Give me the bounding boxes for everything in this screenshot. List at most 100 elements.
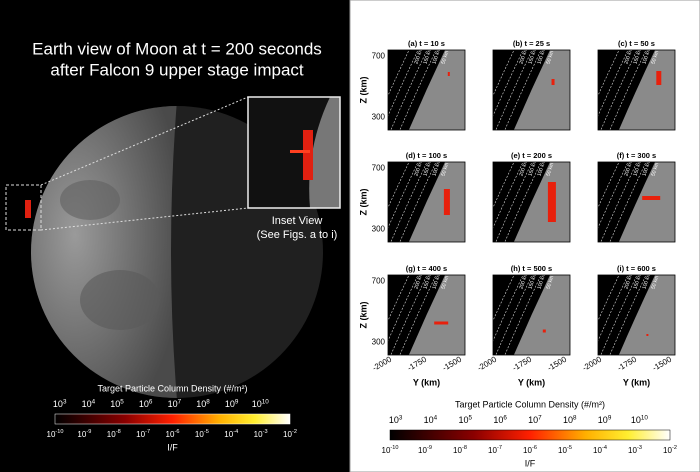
contour-label: 200 km bbox=[518, 160, 529, 177]
z-tick-label: 300 bbox=[372, 224, 386, 233]
contour-label: 100 km bbox=[536, 160, 547, 177]
contour-label: 150 km bbox=[422, 273, 433, 290]
inset-connector bbox=[40, 96, 249, 186]
power-base: 10 bbox=[195, 430, 204, 439]
power-base: 10 bbox=[528, 415, 538, 425]
altitude-contour bbox=[598, 50, 629, 117]
bottom-tick-label: 10-7 bbox=[136, 429, 150, 439]
power-base: 10 bbox=[82, 399, 92, 409]
contour-label: 200 km bbox=[623, 160, 634, 177]
panel-label: (h) t = 500 s bbox=[511, 264, 552, 273]
contour-label: 50 km bbox=[545, 50, 555, 65]
power-base: 10 bbox=[628, 446, 637, 455]
bottom-tick-label: 10-5 bbox=[558, 445, 572, 455]
panel-frame bbox=[387, 274, 466, 356]
altitude-contour bbox=[495, 50, 533, 130]
power-exponent: 4 bbox=[434, 414, 438, 421]
inset-label: Inset View bbox=[272, 215, 323, 227]
z-tick-label: 300 bbox=[372, 112, 386, 121]
contour-label: 100 km bbox=[431, 273, 442, 290]
panel-label: (d) t = 100 s bbox=[406, 151, 447, 160]
power-base: 10 bbox=[382, 446, 391, 455]
power-base: 10 bbox=[488, 446, 497, 455]
power-base: 10 bbox=[107, 430, 116, 439]
altitude-contour bbox=[609, 162, 647, 242]
power-exponent: -2 bbox=[672, 445, 677, 451]
power-exponent: -7 bbox=[497, 445, 502, 451]
contour-label: 50 km bbox=[650, 162, 660, 177]
panel-frame bbox=[492, 49, 571, 131]
panel-frame bbox=[492, 161, 571, 243]
bottom-tick-label: 10-8 bbox=[107, 429, 121, 439]
altitude-contour bbox=[598, 162, 620, 209]
contour-label: 150 km bbox=[422, 160, 433, 177]
power-base: 10 bbox=[136, 430, 145, 439]
altitude-contour bbox=[493, 50, 515, 97]
z-axis-label: Z (km) bbox=[358, 188, 368, 215]
plume bbox=[434, 321, 449, 325]
power-base: 10 bbox=[283, 430, 292, 439]
plume bbox=[443, 189, 450, 215]
y-axis-label: Y (km) bbox=[413, 377, 440, 387]
altitude-contour bbox=[609, 275, 647, 355]
bottom-tick-label: 10-8 bbox=[453, 445, 467, 455]
top-tick-label: 109 bbox=[598, 414, 612, 425]
contour-label: 150 km bbox=[527, 160, 538, 177]
power-base: 10 bbox=[493, 415, 503, 425]
contour-label: 150 km bbox=[422, 48, 433, 65]
altitude-contour bbox=[495, 275, 533, 355]
power-base: 10 bbox=[77, 430, 86, 439]
power-base: 10 bbox=[166, 430, 175, 439]
top-tick-label: 1010 bbox=[631, 414, 649, 425]
power-exponent: -5 bbox=[567, 445, 572, 451]
y-axis-label: Y (km) bbox=[518, 377, 545, 387]
contour-label: 200 km bbox=[413, 160, 424, 177]
altitude-contour bbox=[493, 50, 524, 117]
power-exponent: 4 bbox=[92, 398, 96, 405]
panel-image bbox=[598, 275, 675, 355]
power-exponent: 9 bbox=[608, 414, 612, 421]
power-exponent: -7 bbox=[145, 429, 150, 435]
power-base: 10 bbox=[593, 446, 602, 455]
altitude-contour bbox=[388, 162, 410, 209]
top-tick-label: 103 bbox=[389, 414, 403, 425]
moon-surface bbox=[618, 50, 675, 130]
power-exponent: -10 bbox=[390, 445, 398, 451]
inset bbox=[247, 96, 341, 209]
power-base: 10 bbox=[523, 446, 532, 455]
power-base: 10 bbox=[168, 399, 178, 409]
contour-label: 200 km bbox=[623, 273, 634, 290]
power-exponent: 9 bbox=[235, 398, 239, 405]
power-exponent: -5 bbox=[204, 429, 209, 435]
moon-surface bbox=[618, 162, 675, 242]
altitude-contour bbox=[388, 50, 419, 117]
power-exponent: 7 bbox=[178, 398, 182, 405]
z-tick-label: 700 bbox=[372, 277, 386, 286]
power-exponent: -8 bbox=[462, 445, 467, 451]
power-exponent: -3 bbox=[637, 445, 642, 451]
z-axis-label: Z (km) bbox=[358, 76, 368, 103]
contour-label: 100 km bbox=[641, 273, 652, 290]
contour-label: 50 km bbox=[650, 50, 660, 65]
contour-label: 100 km bbox=[536, 48, 547, 65]
contour-label: 150 km bbox=[632, 48, 643, 65]
contour-label: 150 km bbox=[527, 273, 538, 290]
inset-source-box bbox=[5, 184, 42, 231]
contour-label: 50 km bbox=[545, 162, 555, 177]
power-base: 10 bbox=[563, 415, 573, 425]
top-tick-label: 109 bbox=[225, 398, 239, 409]
panel-frame bbox=[387, 161, 466, 243]
power-exponent: -3 bbox=[263, 429, 268, 435]
power-exponent: -4 bbox=[233, 429, 238, 435]
altitude-contour bbox=[600, 275, 638, 355]
contour-label: 150 km bbox=[632, 273, 643, 290]
panel-label: (e) t = 200 s bbox=[511, 151, 552, 160]
colorbar-label: I/F bbox=[167, 442, 178, 452]
panel-label: (c) t = 50 s bbox=[618, 39, 655, 48]
altitude-contour bbox=[390, 275, 428, 355]
